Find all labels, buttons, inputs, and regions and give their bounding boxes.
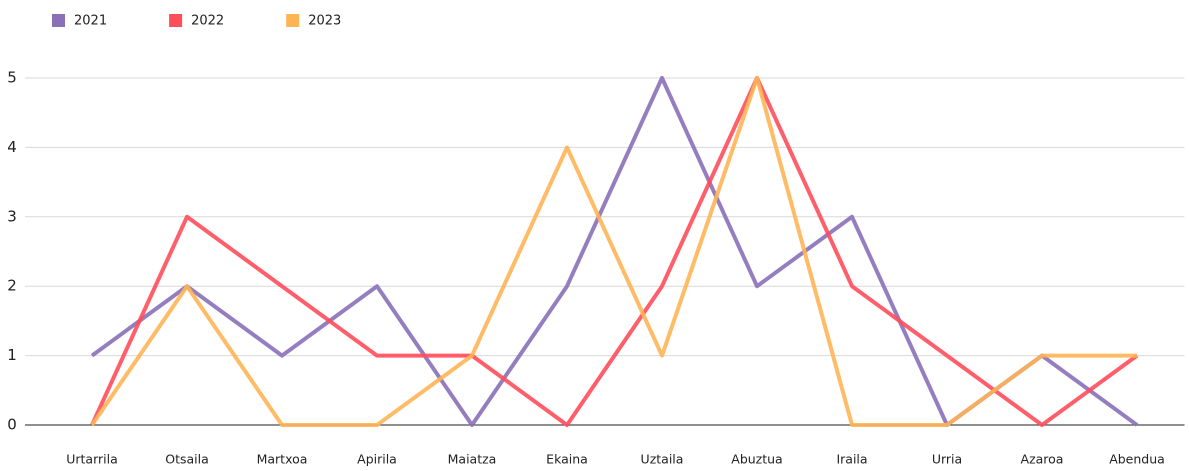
x-tick-label: Azaroa: [1021, 452, 1064, 467]
legend-label: 2023: [308, 14, 341, 29]
y-tick-label: 2: [7, 277, 17, 295]
legend-swatch: [286, 14, 300, 27]
x-tick-label: Otsaila: [165, 452, 209, 467]
x-tick-label: Maiatza: [448, 452, 497, 467]
x-tick-label: Urria: [932, 452, 962, 467]
x-tick-label: Iraila: [836, 452, 867, 467]
series-line: [90, 76, 1137, 427]
series-line: [90, 76, 1139, 427]
x-tick-label: Uztaila: [641, 452, 684, 467]
x-tick-label: Ekaina: [546, 452, 588, 467]
x-tick-label: Apirila: [357, 452, 397, 467]
legend-swatch: [169, 14, 183, 27]
y-tick-label: 3: [7, 207, 17, 225]
x-tick-label: Urtarrila: [66, 452, 118, 467]
x-tick-label: Abuztua: [731, 452, 782, 467]
legend-swatch: [52, 14, 65, 27]
y-tick-label: 5: [7, 69, 17, 87]
y-tick-label: 0: [7, 416, 17, 434]
x-tick-label: Martxoa: [257, 452, 308, 467]
y-tick-label: 4: [7, 138, 17, 156]
x-tick-label: Abendua: [1109, 452, 1165, 467]
legend-label: 2022: [191, 14, 224, 29]
y-tick-label: 1: [7, 346, 17, 364]
legend-label: 2021: [74, 14, 107, 29]
